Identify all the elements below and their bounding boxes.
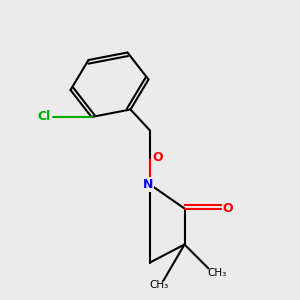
Text: N: N	[143, 178, 154, 191]
Text: CH₃: CH₃	[208, 268, 227, 278]
Text: O: O	[223, 202, 233, 215]
Text: CH₃: CH₃	[149, 280, 169, 290]
Text: O: O	[152, 151, 163, 164]
Text: Cl: Cl	[37, 110, 50, 124]
